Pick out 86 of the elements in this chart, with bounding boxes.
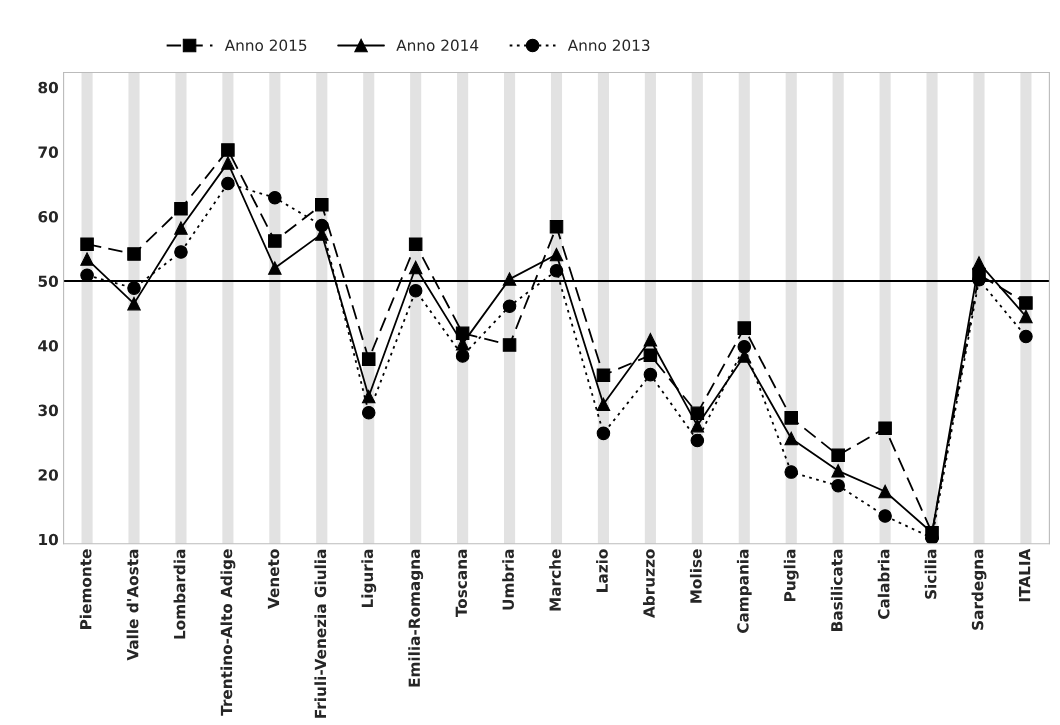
x-tick-label: Piemonte xyxy=(79,549,92,629)
point xyxy=(80,252,94,266)
point xyxy=(455,349,470,363)
point xyxy=(831,448,845,463)
point xyxy=(221,176,235,191)
point xyxy=(174,245,188,259)
point xyxy=(925,526,939,540)
x-tick-label: Marche xyxy=(549,549,561,611)
point xyxy=(502,272,517,286)
point xyxy=(221,156,235,170)
y-tick-label: 20 xyxy=(38,469,59,481)
y-tick-label: 50 xyxy=(38,275,59,288)
y-tick-label: 80 xyxy=(38,81,59,94)
x-tick-label: Friuli-Venezia Giulia xyxy=(314,549,327,718)
x-tick-label: Molise xyxy=(689,549,702,603)
y-tick-label: 40 xyxy=(38,340,59,352)
point xyxy=(80,237,94,251)
point xyxy=(690,406,705,421)
point xyxy=(361,405,376,420)
point xyxy=(268,190,282,205)
point xyxy=(643,332,658,347)
x-tick-label: Liguria xyxy=(361,549,377,608)
x-tick-label: ITALIA xyxy=(1019,548,1031,602)
point xyxy=(361,389,376,404)
y-tick-label: 70 xyxy=(38,146,59,158)
point xyxy=(737,321,752,335)
y-tick-label: 60 xyxy=(38,210,59,223)
point xyxy=(784,431,798,446)
x-tick-label: Sicilia xyxy=(924,549,937,599)
point xyxy=(549,247,564,262)
point xyxy=(502,299,517,313)
point xyxy=(643,348,658,363)
point xyxy=(831,464,845,478)
x-tick-label: Valle d'Aosta xyxy=(126,549,139,661)
x-tick-label: Lazio xyxy=(596,549,608,592)
point xyxy=(878,509,892,523)
point xyxy=(1019,309,1033,324)
x-tick-label: Emilia-Romagna xyxy=(408,549,424,687)
point xyxy=(690,433,705,448)
x-tick-label: Calabria xyxy=(877,549,890,619)
point xyxy=(127,296,141,311)
x-tick-label: Abruzzo xyxy=(642,549,655,618)
x-tick-label: Basilicata xyxy=(830,549,843,631)
point xyxy=(408,237,423,251)
y-tick-label: 30 xyxy=(38,404,59,417)
legend-label: Anno 2013 xyxy=(567,39,650,52)
x-tick-label: Trentino-Alto Adige xyxy=(220,549,236,716)
point xyxy=(268,234,282,248)
point xyxy=(174,201,188,216)
x-tick-label: Campania xyxy=(736,549,752,633)
point xyxy=(80,268,94,282)
legend-label: Anno 2015 xyxy=(224,39,307,52)
point xyxy=(878,484,892,499)
point xyxy=(268,261,282,275)
x-tick-label: Umbria xyxy=(502,549,514,610)
point xyxy=(361,352,376,366)
point xyxy=(408,283,423,298)
point xyxy=(174,221,188,235)
point xyxy=(737,340,752,354)
point xyxy=(596,368,611,383)
point xyxy=(549,220,564,234)
point xyxy=(784,465,798,479)
point xyxy=(878,421,892,435)
point xyxy=(831,478,845,493)
point xyxy=(315,198,329,212)
point xyxy=(502,338,517,352)
y-tick-label: 10 xyxy=(39,533,59,546)
point xyxy=(127,281,141,295)
point xyxy=(221,143,235,157)
point xyxy=(596,426,611,441)
x-tick-label: Veneto xyxy=(267,549,280,609)
legend-label: Anno 2014 xyxy=(396,39,479,52)
x-tick-label: Puglia xyxy=(783,549,799,601)
x-tick-label: Sardegna xyxy=(971,549,987,630)
point xyxy=(1019,296,1033,310)
point xyxy=(972,267,986,282)
point xyxy=(643,367,658,382)
point xyxy=(127,247,141,261)
point xyxy=(408,260,423,275)
point xyxy=(784,411,798,425)
x-tick-label: Toscana xyxy=(455,549,468,618)
point xyxy=(1019,329,1033,344)
x-tick-label: Lombardia xyxy=(173,549,186,639)
point xyxy=(455,326,470,341)
point xyxy=(596,397,611,412)
point xyxy=(690,418,705,433)
